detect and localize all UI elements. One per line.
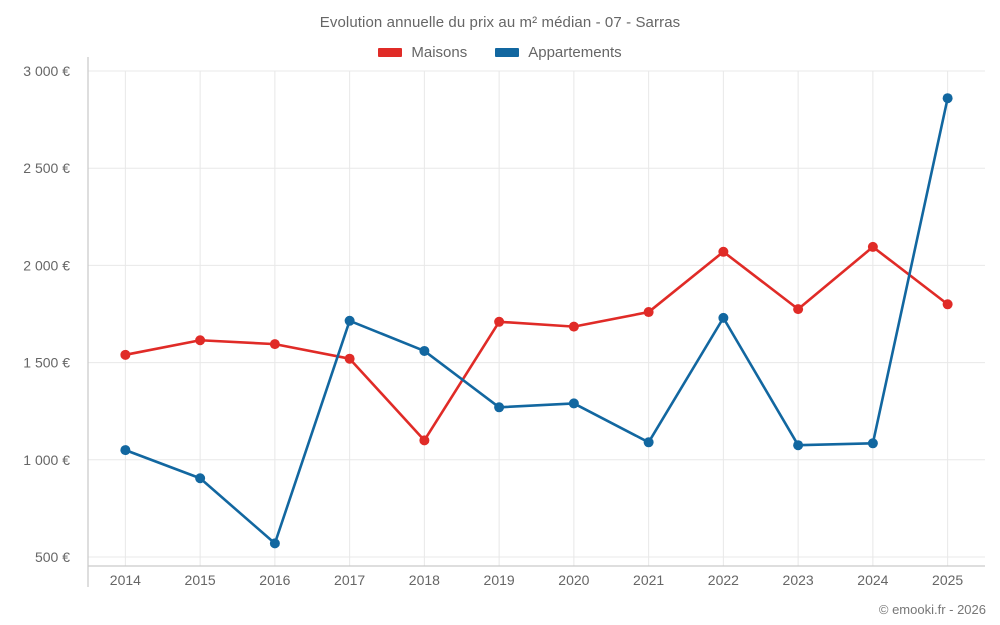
data-point[interactable] <box>942 299 953 310</box>
data-point[interactable] <box>942 93 953 104</box>
series-line-maisons <box>124 245 949 442</box>
data-point[interactable] <box>867 438 878 449</box>
chart-legend: Maisons Appartements <box>0 44 1000 61</box>
data-point[interactable] <box>643 437 654 448</box>
y-tick-label: 2 500 € <box>23 160 70 176</box>
data-point[interactable] <box>568 321 579 332</box>
x-tick-label: 2025 <box>932 572 963 588</box>
data-point[interactable] <box>494 316 505 327</box>
y-tick-label: 500 € <box>35 549 70 565</box>
x-tick-label: 2019 <box>484 572 515 588</box>
data-point[interactable] <box>344 315 355 326</box>
x-tick-label: 2023 <box>783 572 814 588</box>
gridlines-group <box>88 70 985 566</box>
data-series-group <box>120 93 953 549</box>
legend-swatch-maisons <box>378 48 403 57</box>
x-tick-label: 2020 <box>558 572 589 588</box>
legend-item-maisons[interactable]: Maisons <box>378 44 467 61</box>
x-tick-label: 2024 <box>857 572 888 588</box>
footer-credit: © emooki.fr - 2026 <box>878 602 986 617</box>
axis-group <box>87 57 985 587</box>
data-point[interactable] <box>793 440 804 451</box>
data-point[interactable] <box>269 538 280 549</box>
legend-swatch-appartements <box>495 48 520 57</box>
data-point[interactable] <box>120 349 131 360</box>
x-axis-tick-labels: 2014 2015 2016 2017 2018 2019 2020 2021 2022 2023… <box>110 572 964 588</box>
y-axis-tick-labels: 500 € 1 000 € 1 500 € 2 000 € 2 500 € 3 000 € <box>23 63 70 565</box>
y-tick-label: 2 000 € <box>23 257 70 273</box>
x-tick-label: 2017 <box>334 572 365 588</box>
data-point[interactable] <box>195 335 206 346</box>
x-tick-label: 2014 <box>110 572 141 588</box>
series-line-appartements <box>124 96 949 545</box>
data-point[interactable] <box>120 445 131 456</box>
x-tick-label: 2018 <box>409 572 440 588</box>
y-tick-label: 1 000 € <box>23 452 70 468</box>
x-tick-label: 2022 <box>708 572 739 588</box>
legend-label-maisons: Maisons <box>411 44 468 61</box>
x-tick-label: 2016 <box>259 572 290 588</box>
data-point[interactable] <box>419 435 430 446</box>
x-tick-label: 2015 <box>185 572 216 588</box>
y-tick-label: 1 500 € <box>23 355 70 371</box>
data-point[interactable] <box>344 353 355 364</box>
legend-label-appartements: Appartements <box>528 44 622 61</box>
data-point[interactable] <box>494 402 505 413</box>
data-point[interactable] <box>195 473 206 484</box>
x-tick-label: 2021 <box>633 572 664 588</box>
data-point[interactable] <box>419 345 430 356</box>
data-point[interactable] <box>269 339 280 350</box>
y-tick-label: 3 000 € <box>23 63 70 79</box>
data-point[interactable] <box>568 398 579 409</box>
data-point[interactable] <box>867 241 878 252</box>
data-point[interactable] <box>718 246 729 257</box>
legend-item-appartements[interactable]: Appartements <box>495 44 622 61</box>
data-point[interactable] <box>718 312 729 323</box>
data-point[interactable] <box>793 304 804 315</box>
data-point[interactable] <box>643 307 654 318</box>
chart-title: Evolution annuelle du prix au m² médian … <box>319 14 681 31</box>
